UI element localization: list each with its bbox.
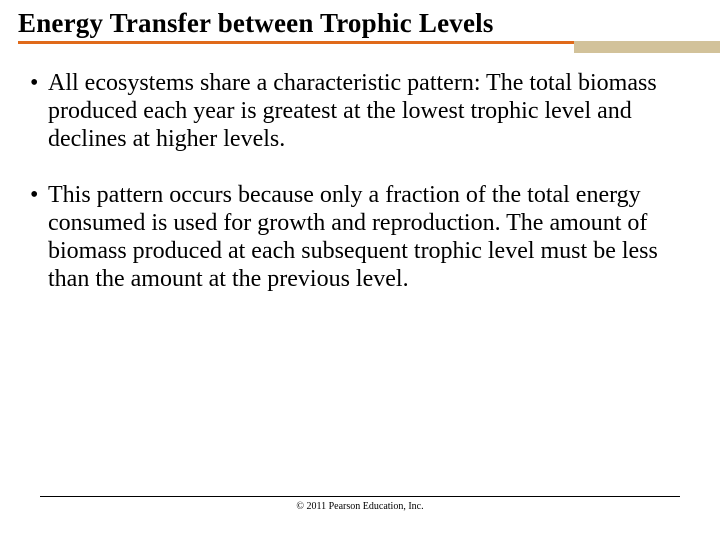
underline-tan	[574, 41, 720, 53]
title-region: Energy Transfer between Trophic Levels	[0, 0, 720, 53]
title-underline	[18, 41, 720, 53]
content-region: • All ecosystems share a characteristic …	[0, 53, 720, 293]
underline-orange	[18, 41, 574, 44]
bullet-item: • This pattern occurs because only a fra…	[30, 181, 684, 293]
slide-title: Energy Transfer between Trophic Levels	[18, 8, 720, 39]
copyright: © 2011 Pearson Education, Inc.	[0, 501, 720, 512]
bullet-text: This pattern occurs because only a fract…	[48, 181, 684, 293]
footer-line	[40, 496, 680, 497]
bullet-item: • All ecosystems share a characteristic …	[30, 69, 684, 153]
bullet-marker: •	[30, 181, 48, 209]
bullet-text: All ecosystems share a characteristic pa…	[48, 69, 684, 153]
footer: © 2011 Pearson Education, Inc.	[0, 496, 720, 512]
bullet-marker: •	[30, 69, 48, 97]
